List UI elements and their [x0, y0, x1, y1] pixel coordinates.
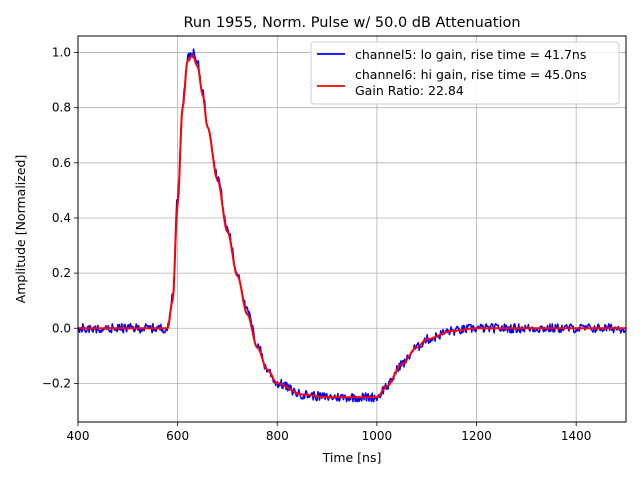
- x-tick-label: 1200: [461, 429, 492, 443]
- legend-label-channel5: channel5: lo gain, rise time = 41.7ns: [355, 47, 586, 62]
- y-tick-label: 1.0: [52, 46, 71, 60]
- series-group: [77, 48, 627, 403]
- y-axis-label: Amplitude [Normalized]: [13, 155, 28, 304]
- y-tick-label: 0.2: [52, 266, 71, 280]
- grid: [77, 36, 626, 422]
- series-line-channel6: [78, 54, 626, 399]
- ticks: 400 600 800 1000 1200 1400 −0.2 0.0 0.2 0.4 0.6 0.8…: [42, 46, 592, 443]
- legend-box: [310, 41, 620, 105]
- plot-frame: [77, 35, 627, 423]
- y-tick-label: 0.6: [52, 156, 71, 170]
- legend-label-channel6: channel6: hi gain, rise time = 45.0ns: [355, 67, 587, 82]
- y-tick-label: 0.8: [52, 101, 71, 115]
- x-tick-label: 1400: [561, 429, 592, 443]
- x-tick-label: 1000: [362, 429, 393, 443]
- y-tick-label: 0.4: [52, 211, 71, 225]
- x-tick-label: 600: [166, 429, 189, 443]
- legend-gain-ratio: Gain Ratio: 22.84: [355, 83, 464, 98]
- y-tick-label: −0.2: [42, 376, 71, 390]
- x-tick-label: 400: [67, 429, 90, 443]
- y-tick-label: 0.0: [52, 321, 71, 335]
- x-tick-label: 800: [266, 429, 289, 443]
- x-axis-label: Time [ns]: [322, 450, 382, 465]
- chart-title: Run 1955, Norm. Pulse w/ 50.0 dB Attenua…: [183, 15, 520, 31]
- legend: channel5: lo gain, rise time = 41.7ns ch…: [310, 41, 620, 105]
